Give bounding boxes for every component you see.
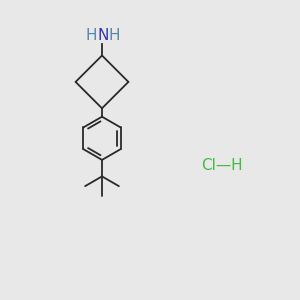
Text: H: H [86,28,97,44]
Text: H: H [109,28,120,44]
Text: N: N [98,28,109,44]
Text: Cl—H: Cl—H [201,158,243,172]
